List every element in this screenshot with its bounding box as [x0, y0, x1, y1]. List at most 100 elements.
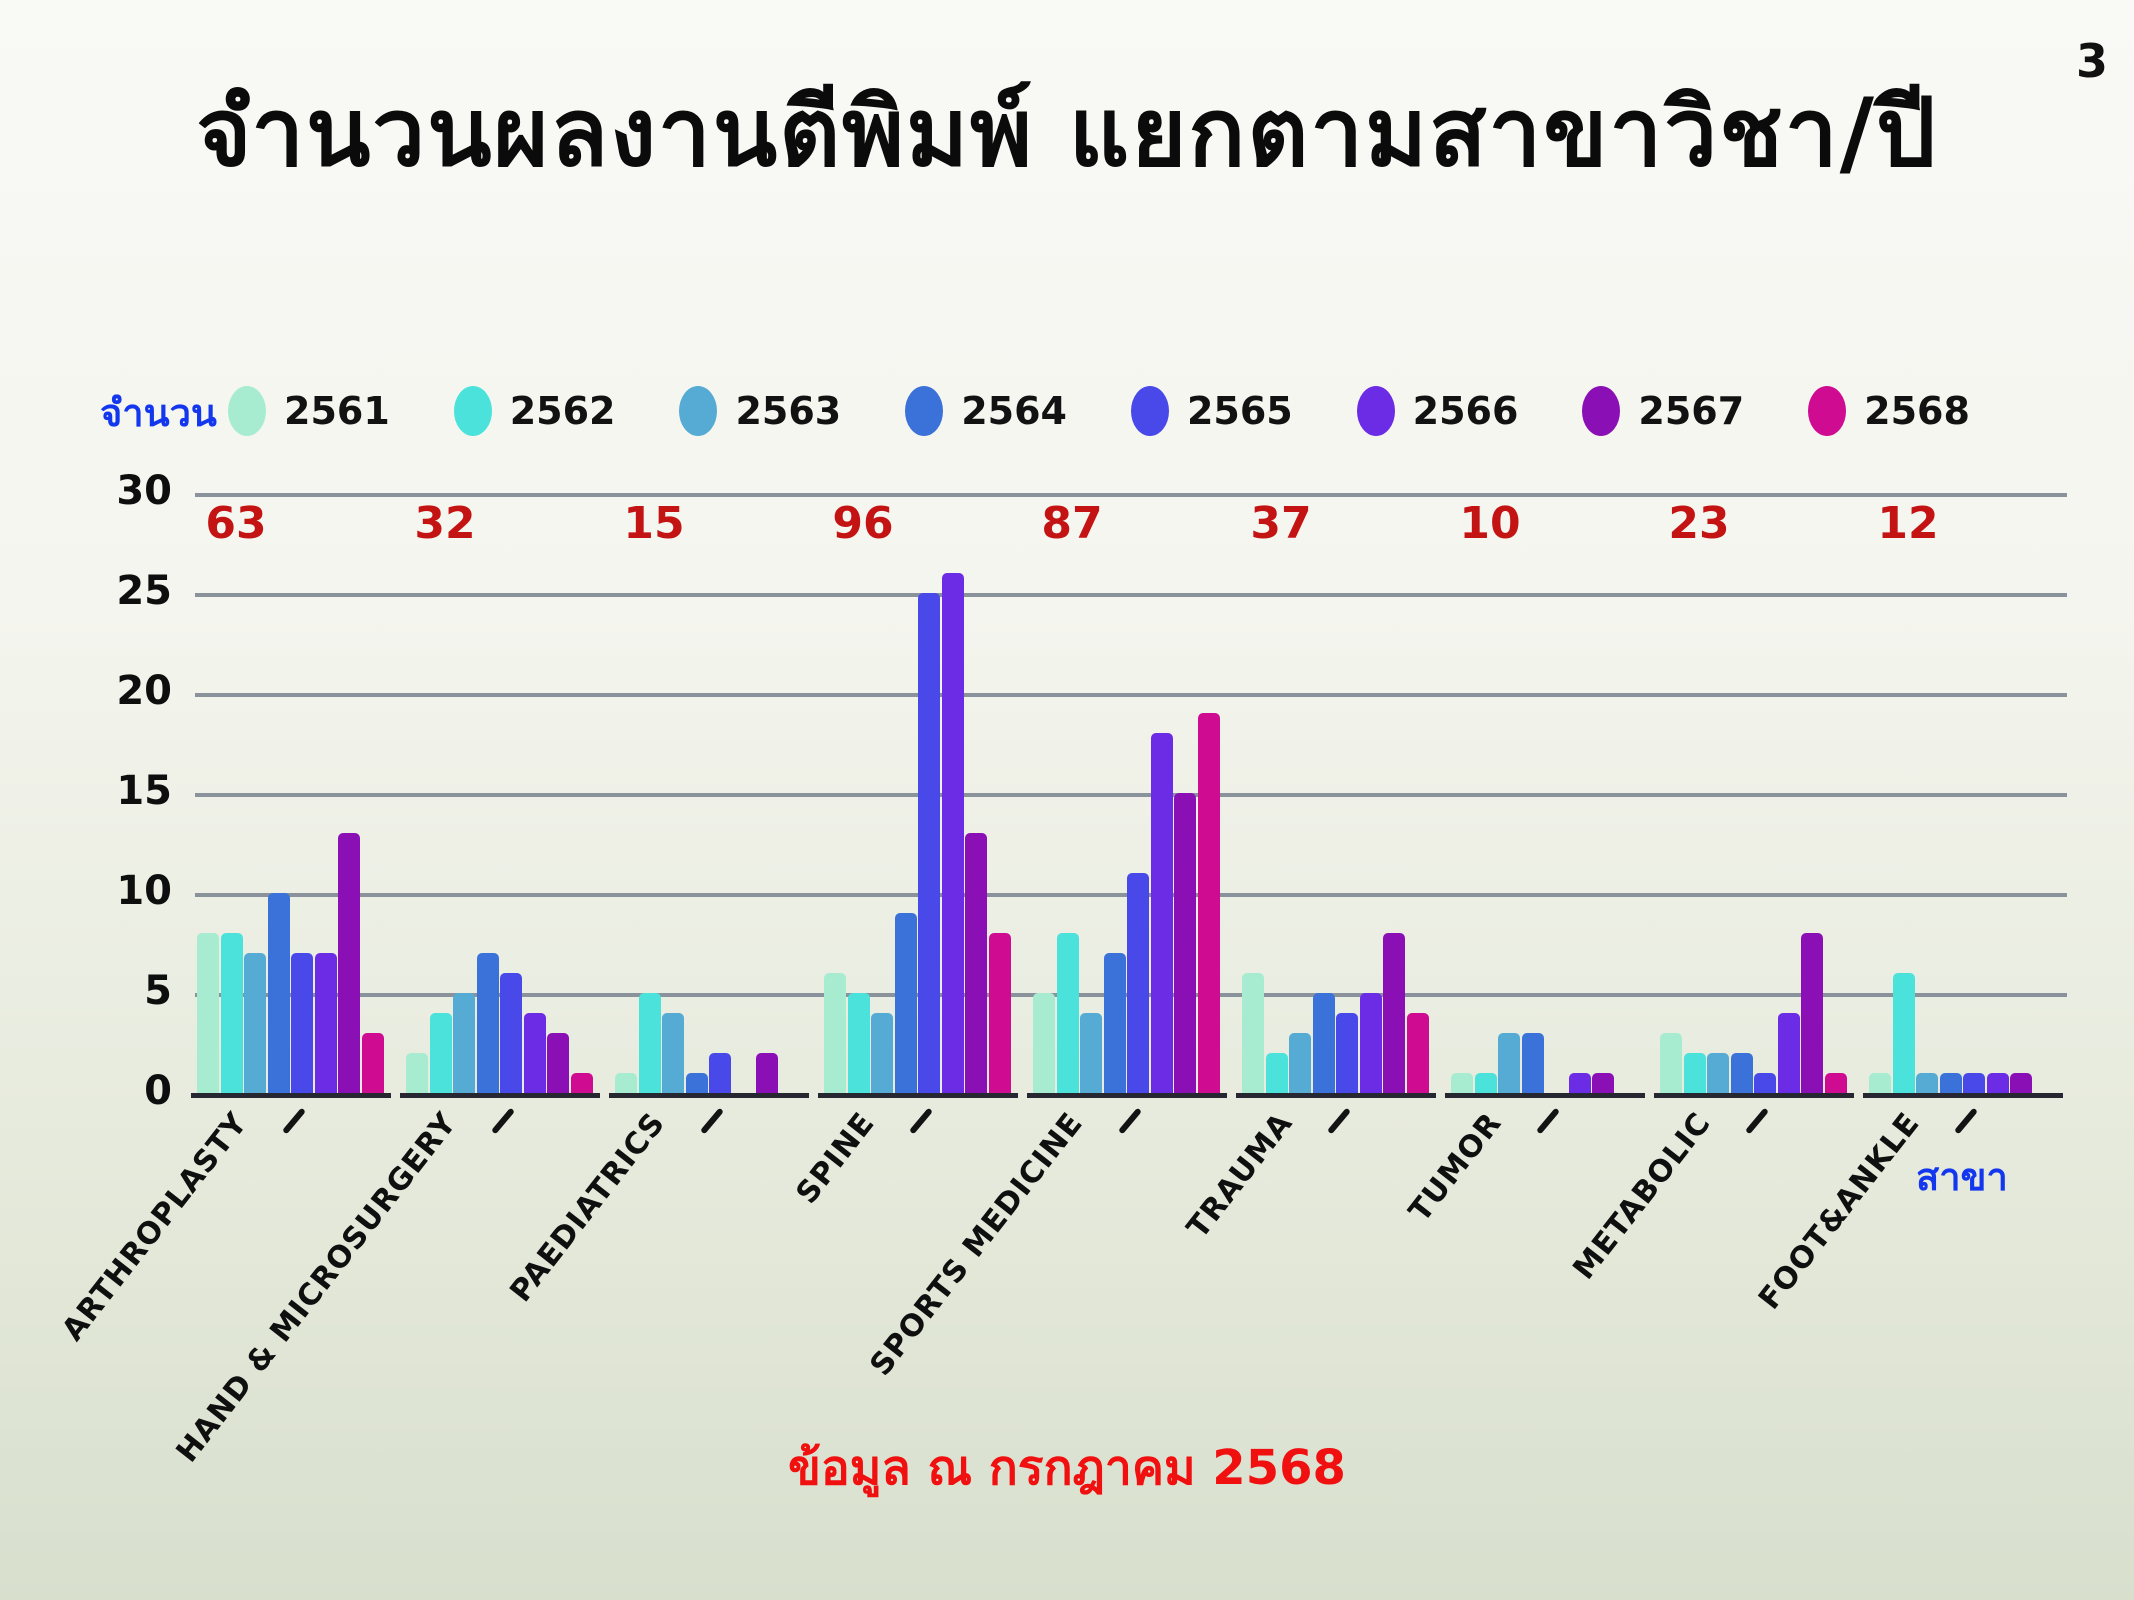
- bar-2562-PAEDIATRICS: [638, 993, 661, 1093]
- gridline-15: [195, 793, 2067, 797]
- y-tick-label-20: 20: [116, 668, 172, 715]
- bar-2567-ARTHROPLASTY: [338, 833, 360, 1093]
- bar-2563-METABOLIC: [1707, 1053, 1729, 1093]
- bar-2566-HAND & MICROSURGERY: [523, 1013, 546, 1093]
- bar-2564-TRAUMA: [1312, 993, 1335, 1093]
- bar-2562-ARTHROPLASTY: [220, 933, 243, 1093]
- group-total-METABOLIC: 23: [1668, 498, 1730, 549]
- bar-2565-FOOT&ANKLE: [1963, 1073, 1985, 1093]
- page-number: 3: [2075, 34, 2108, 88]
- bar-2562-SPORTS MEDICINE: [1056, 933, 1079, 1093]
- legend-item-2568: 2568: [1808, 386, 1970, 436]
- x-axis-title: สาขา: [1916, 1155, 2008, 1199]
- bar-2562-FOOT&ANKLE: [1892, 973, 1915, 1093]
- bar-2562-TRAUMA: [1265, 1053, 1288, 1093]
- legend-dot-2566: [1356, 386, 1395, 436]
- bar-2563-SPINE: [871, 1013, 893, 1093]
- bar-2566-SPINE: [941, 573, 964, 1093]
- bar-2568-ARTHROPLASTY: [361, 1033, 384, 1093]
- x-axis-segment: [818, 1093, 1018, 1098]
- legend-item-2561: 2561: [228, 386, 390, 436]
- x-tickmark: [1745, 1107, 1769, 1135]
- bar-2568-HAND & MICROSURGERY: [570, 1073, 593, 1093]
- bar-2567-SPORTS MEDICINE: [1174, 793, 1196, 1093]
- y-tick-label-10: 10: [116, 868, 172, 915]
- bar-2564-FOOT&ANKLE: [1939, 1073, 1962, 1093]
- group-total-PAEDIATRICS: 15: [623, 498, 685, 549]
- bar-2568-TRAUMA: [1406, 1013, 1429, 1093]
- bar-2561-TUMOR: [1451, 1073, 1473, 1093]
- category-label-TUMOR: TUMOR: [1402, 1106, 1509, 1229]
- legend-item-2565: 2565: [1130, 386, 1293, 436]
- legend-item-2566: 2566: [1356, 386, 1519, 436]
- bar-2563-PAEDIATRICS: [662, 1013, 684, 1093]
- y-tick-label-5: 5: [144, 968, 172, 1015]
- gridline-30: [195, 493, 2067, 497]
- bar-2563-SPORTS MEDICINE: [1080, 1013, 1102, 1093]
- group-total-ARTHROPLASTY: 63: [205, 498, 267, 549]
- bar-2563-ARTHROPLASTY: [244, 953, 266, 1093]
- gridline-25: [195, 593, 2067, 597]
- x-axis-segment: [609, 1093, 809, 1098]
- x-axis-segment: [191, 1093, 391, 1098]
- bar-2565-ARTHROPLASTY: [291, 953, 313, 1093]
- x-tickmark: [491, 1107, 515, 1135]
- x-tickmark: [1118, 1107, 1142, 1135]
- x-tickmark: [909, 1107, 933, 1135]
- legend-label-2562: 2562: [509, 389, 616, 433]
- legend-label-2564: 2564: [961, 389, 1067, 433]
- group-total-FOOT&ANKLE: 12: [1877, 498, 1939, 549]
- bar-2562-TUMOR: [1474, 1073, 1497, 1093]
- legend-dot-2564: [905, 386, 944, 436]
- legend-dot-2563: [679, 386, 718, 436]
- gridline-20: [195, 693, 2067, 697]
- bar-2562-METABOLIC: [1683, 1053, 1706, 1093]
- category-label-PAEDIATRICS: PAEDIATRICS: [503, 1106, 673, 1309]
- x-tickmark: [1327, 1107, 1351, 1135]
- bar-2567-FOOT&ANKLE: [2010, 1073, 2032, 1093]
- bar-2564-TUMOR: [1521, 1033, 1544, 1093]
- legend-dot-2565: [1130, 386, 1169, 436]
- bar-2563-TUMOR: [1498, 1033, 1520, 1093]
- category-label-METABOLIC: METABOLIC: [1566, 1106, 1718, 1287]
- bar-2561-TRAUMA: [1242, 973, 1264, 1093]
- bar-2565-SPORTS MEDICINE: [1127, 873, 1149, 1093]
- legend-dot-2562: [453, 386, 492, 436]
- bar-2566-SPORTS MEDICINE: [1150, 733, 1173, 1093]
- legend-dot-2561: [228, 386, 266, 436]
- bar-2561-FOOT&ANKLE: [1869, 1073, 1891, 1093]
- y-tick-label-30: 30: [116, 468, 172, 515]
- bar-2564-PAEDIATRICS: [685, 1073, 708, 1093]
- legend-label-2566: 2566: [1412, 389, 1519, 433]
- bar-2563-HAND & MICROSURGERY: [453, 993, 475, 1093]
- x-axis-segment: [1654, 1093, 1854, 1098]
- bar-2566-FOOT&ANKLE: [1986, 1073, 2009, 1093]
- bar-2561-SPINE: [824, 973, 846, 1093]
- category-label-FOOT&ANKLE: FOOT&ANKLE: [1751, 1106, 1927, 1317]
- legend-label-2567: 2567: [1638, 389, 1745, 433]
- category-label-ARTHROPLASTY: ARTHROPLASTY: [55, 1106, 255, 1348]
- legend-label-2565: 2565: [1186, 389, 1293, 433]
- bar-2564-ARTHROPLASTY: [267, 893, 290, 1093]
- legend-item-2562: 2562: [453, 386, 616, 436]
- category-label-SPORTS MEDICINE: SPORTS MEDICINE: [863, 1106, 1091, 1383]
- x-axis-segment: [1236, 1093, 1436, 1098]
- legend-item-2564: 2564: [905, 386, 1067, 436]
- bar-2568-METABOLIC: [1824, 1073, 1847, 1093]
- bar-2561-SPORTS MEDICINE: [1033, 993, 1055, 1093]
- legend-item-2567: 2567: [1582, 386, 1744, 436]
- group-total-HAND & MICROSURGERY: 32: [414, 498, 476, 549]
- category-label-SPINE: SPINE: [789, 1106, 882, 1211]
- group-total-TUMOR: 10: [1459, 498, 1521, 549]
- bar-2564-SPINE: [894, 913, 917, 1093]
- y-tick-label-0: 0: [144, 1068, 172, 1115]
- bar-2567-PAEDIATRICS: [756, 1053, 778, 1093]
- bar-2565-TRAUMA: [1336, 1013, 1358, 1093]
- bar-2565-PAEDIATRICS: [709, 1053, 731, 1093]
- x-tickmark: [282, 1107, 306, 1135]
- bar-2568-SPORTS MEDICINE: [1197, 713, 1220, 1093]
- bar-2567-TUMOR: [1592, 1073, 1614, 1093]
- bar-2565-HAND & MICROSURGERY: [500, 973, 522, 1093]
- bar-2566-METABOLIC: [1777, 1013, 1800, 1093]
- legend-dot-2567: [1582, 386, 1621, 436]
